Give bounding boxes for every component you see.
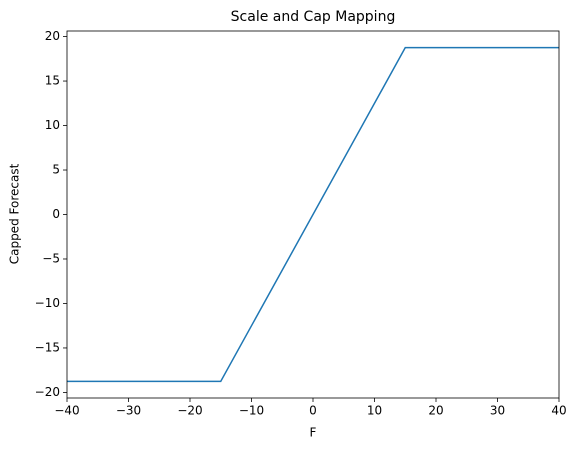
x-tick-label: 0 <box>309 404 317 418</box>
y-axis-label: Capped Forecast <box>8 163 22 264</box>
y-tick-label: −10 <box>35 296 60 310</box>
x-axis-label: F <box>310 426 317 440</box>
plot-frame <box>66 30 560 399</box>
x-tick-label: 40 <box>551 404 566 418</box>
y-tick-label: −20 <box>35 385 60 399</box>
y-tick-label: 10 <box>45 118 60 132</box>
x-tick-label: −10 <box>239 404 264 418</box>
x-tick-label: 10 <box>367 404 382 418</box>
x-tick-label: 20 <box>428 404 443 418</box>
chart-title: Scale and Cap Mapping <box>231 9 396 25</box>
y-tick-label: 5 <box>52 163 60 177</box>
x-tick-label: −30 <box>116 404 141 418</box>
y-tick-label: −15 <box>35 340 60 354</box>
y-tick-label: −5 <box>42 251 60 265</box>
y-tick-label: 0 <box>52 207 60 221</box>
x-tick-label: 30 <box>490 404 505 418</box>
y-tick-label: 20 <box>45 29 60 43</box>
y-tick-label: 15 <box>45 74 60 88</box>
line <box>67 46 559 383</box>
x-tick-label: −40 <box>54 404 79 418</box>
x-tick-label: −20 <box>177 404 202 418</box>
